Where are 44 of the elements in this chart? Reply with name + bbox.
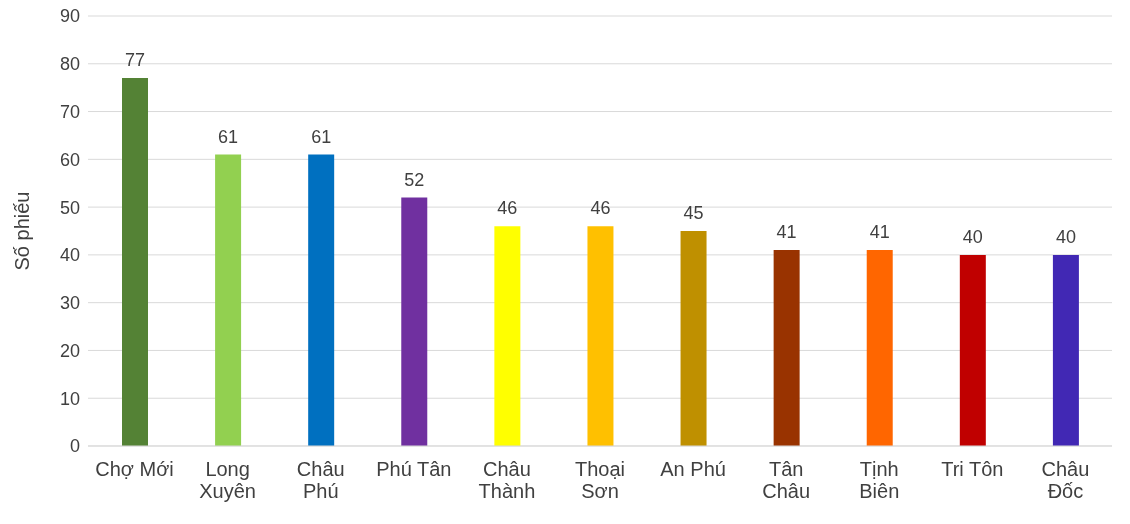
bar bbox=[773, 250, 800, 446]
data-label: 46 bbox=[590, 198, 611, 219]
data-label: 77 bbox=[124, 50, 146, 71]
y-tick-label: 70 bbox=[59, 101, 80, 122]
x-tick-label: Tri Tôn bbox=[941, 458, 1004, 480]
x-tick-label: Châu Thành bbox=[478, 458, 536, 502]
bar bbox=[215, 154, 242, 446]
data-label: 40 bbox=[962, 226, 983, 247]
data-label: 61 bbox=[311, 126, 332, 147]
data-label: 46 bbox=[497, 198, 518, 219]
x-tick-label: Phú Tân bbox=[376, 458, 452, 480]
y-tick-label: 20 bbox=[59, 340, 80, 361]
data-label: 61 bbox=[218, 126, 239, 147]
data-label: 45 bbox=[683, 203, 704, 223]
y-tick-label: 90 bbox=[59, 6, 80, 27]
y-axis-title: Số phiếu bbox=[11, 191, 34, 271]
x-tick-label: Tân Châu bbox=[762, 458, 811, 502]
bar bbox=[959, 254, 986, 446]
x-tick-label: Long Xuyên bbox=[199, 458, 256, 502]
y-tick-label: 40 bbox=[59, 245, 80, 266]
data-label: 41 bbox=[776, 222, 797, 243]
bar bbox=[401, 197, 428, 446]
y-tick-label: 0 bbox=[69, 436, 80, 457]
y-tick-label: 60 bbox=[59, 149, 80, 170]
x-tick-label: Thoại Sơn bbox=[574, 458, 626, 502]
x-tick-label: Tịnh Biên bbox=[859, 458, 900, 502]
bar bbox=[494, 226, 521, 446]
x-tick-label: Châu Phú bbox=[296, 458, 345, 502]
bar bbox=[866, 250, 893, 446]
y-tick-label: 30 bbox=[59, 293, 80, 314]
y-tick-label: 10 bbox=[59, 388, 80, 409]
data-label: 40 bbox=[1055, 226, 1076, 247]
y-tick-label: 80 bbox=[59, 54, 80, 75]
x-tick-label: An Phú bbox=[660, 458, 726, 480]
bar bbox=[587, 226, 614, 446]
x-tick-label: Chợ Mới bbox=[95, 458, 174, 480]
data-label: 41 bbox=[869, 222, 890, 243]
y-tick-label: 50 bbox=[59, 197, 80, 218]
x-tick-label: Châu Đốc bbox=[1041, 458, 1090, 502]
bar bbox=[122, 78, 148, 446]
data-label: 52 bbox=[404, 169, 425, 190]
bar bbox=[308, 154, 335, 446]
bar bbox=[680, 231, 707, 446]
bar bbox=[1052, 254, 1079, 446]
